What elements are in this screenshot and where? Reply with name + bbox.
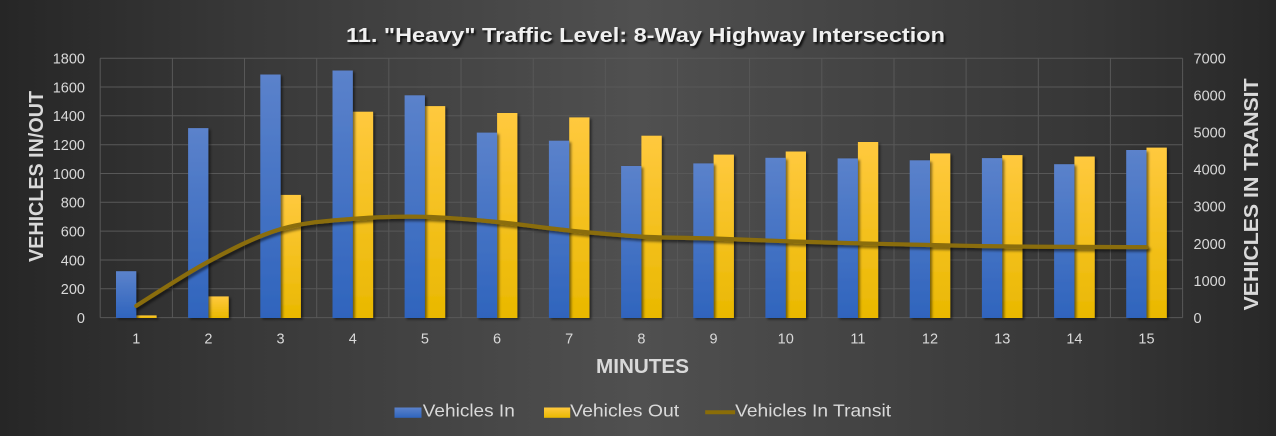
svg-text:400: 400 [61,253,85,269]
svg-text:10: 10 [778,331,794,347]
svg-text:VEHICLES IN/OUT: VEHICLES IN/OUT [26,91,48,262]
svg-text:9: 9 [710,331,718,347]
svg-text:14: 14 [1066,331,1082,347]
svg-text:0: 0 [77,311,85,327]
svg-text:Vehicles Out: Vehicles Out [570,401,679,421]
svg-text:5000: 5000 [1194,126,1226,142]
svg-text:VEHICLES IN TRANSIT: VEHICLES IN TRANSIT [1241,78,1263,310]
svg-text:4000: 4000 [1194,163,1226,179]
svg-text:1: 1 [132,331,140,347]
svg-text:2: 2 [204,331,212,347]
svg-text:1200: 1200 [53,138,85,154]
svg-text:13: 13 [994,331,1010,347]
svg-text:6000: 6000 [1194,89,1226,105]
svg-text:1000: 1000 [53,167,85,183]
svg-text:6: 6 [493,331,501,347]
svg-text:0: 0 [1194,311,1202,327]
svg-text:1600: 1600 [53,80,85,96]
svg-text:15: 15 [1138,331,1154,347]
svg-text:4: 4 [349,331,357,347]
svg-text:Vehicles In Transit: Vehicles In Transit [735,401,891,421]
svg-text:8: 8 [637,331,645,347]
svg-text:600: 600 [61,224,85,240]
svg-text:7: 7 [565,331,573,347]
svg-text:MINUTES: MINUTES [596,356,689,378]
svg-text:3000: 3000 [1194,200,1226,216]
svg-text:12: 12 [922,331,938,347]
svg-text:1800: 1800 [53,52,85,68]
svg-text:2000: 2000 [1194,237,1226,253]
svg-text:11: 11 [850,331,865,347]
svg-text:1000: 1000 [1194,274,1226,290]
svg-text:200: 200 [61,282,85,298]
svg-text:3: 3 [277,331,285,347]
svg-text:7000: 7000 [1194,52,1226,68]
svg-text:Vehicles In: Vehicles In [423,401,515,421]
svg-text:1400: 1400 [53,109,85,125]
svg-text:5: 5 [421,331,429,347]
svg-text:800: 800 [61,196,85,212]
svg-text:11. "Heavy" Traffic Level: 8-W: 11. "Heavy" Traffic Level: 8-Way Highway… [346,24,945,47]
